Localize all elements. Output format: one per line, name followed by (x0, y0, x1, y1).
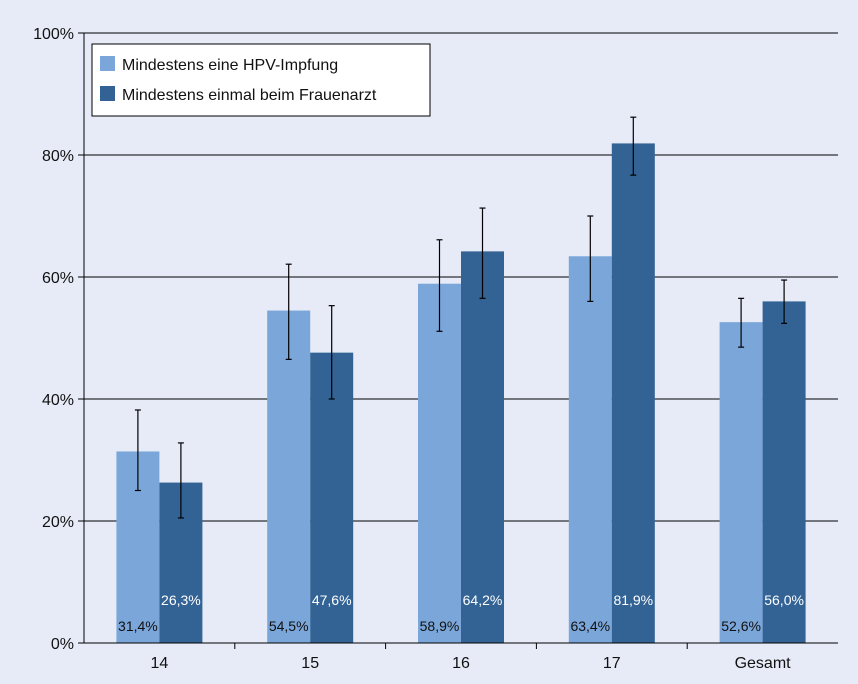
data-label: 63,4% (570, 618, 610, 634)
bar-frauenarzt (461, 251, 504, 643)
data-label: 31,4% (118, 618, 158, 634)
x-tick-label: 16 (452, 655, 470, 672)
x-tick-label: 17 (603, 655, 621, 672)
x-tick-label: 14 (151, 655, 169, 672)
error-bars (134, 116, 788, 519)
data-label: 58,9% (420, 618, 460, 634)
bar-hpv (719, 322, 763, 643)
bars (116, 143, 806, 643)
legend-label: Mindestens einmal beim Frauenarzt (122, 87, 377, 104)
data-label: 54,5% (269, 618, 309, 634)
legend-label: Mindestens eine HPV-Impfung (122, 57, 338, 74)
data-label: 26,3% (161, 592, 201, 608)
x-tick-label: Gesamt (735, 655, 792, 672)
data-label: 56,0% (764, 592, 804, 608)
legend: Mindestens eine HPV-Impfung Mindestens ei… (91, 43, 431, 117)
y-tick-label: 100% (33, 26, 74, 43)
y-tick-label: 0% (51, 636, 74, 653)
axes: 0% 20% 40% 60% 80% 100% 14 15 16 17 Gesamt (33, 26, 838, 672)
bar-frauenarzt (310, 352, 354, 643)
bar-hpv (418, 283, 461, 643)
y-tick-label: 60% (42, 270, 74, 287)
legend-box (91, 43, 431, 117)
bar-hpv (267, 310, 311, 643)
bar-frauenarzt (611, 143, 655, 643)
bar-hpv (568, 256, 612, 643)
data-label: 81,9% (613, 592, 653, 608)
data-label: 47,6% (312, 592, 352, 608)
data-labels: 31,4%26,3% 54,5%47,6% 58,9%64,2% 63,4%81,9%… (118, 592, 804, 634)
y-tick-label: 20% (42, 514, 74, 531)
data-label: 64,2% (463, 592, 503, 608)
y-tick-label: 80% (42, 148, 74, 165)
bar-frauenarzt (762, 301, 806, 643)
legend-swatch (100, 86, 115, 101)
x-tick-label: 15 (301, 655, 319, 672)
data-label: 52,6% (721, 618, 761, 634)
legend-swatch (100, 56, 115, 71)
y-tick-label: 40% (42, 392, 74, 409)
